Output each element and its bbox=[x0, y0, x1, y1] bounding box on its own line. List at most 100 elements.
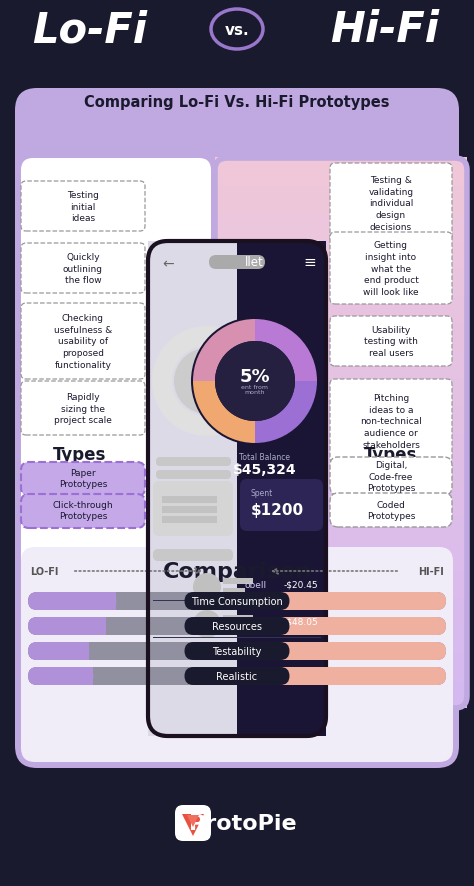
Text: ProtoPie: ProtoPie bbox=[189, 813, 297, 833]
Bar bbox=[215, 405, 467, 433]
Circle shape bbox=[215, 342, 295, 422]
Text: Getting
insight into
what the
end product
will look like: Getting insight into what the end produc… bbox=[363, 241, 419, 297]
Bar bbox=[215, 295, 467, 323]
Bar bbox=[215, 268, 467, 296]
Bar bbox=[223, 615, 253, 621]
Bar bbox=[215, 652, 467, 680]
FancyBboxPatch shape bbox=[28, 642, 446, 660]
Text: HI-FI: HI-FI bbox=[418, 566, 444, 577]
Text: Comparison: Comparison bbox=[163, 562, 311, 581]
Text: Time Consumption: Time Consumption bbox=[191, 596, 283, 606]
FancyBboxPatch shape bbox=[184, 642, 290, 660]
Text: Testing
initial
ideas: Testing initial ideas bbox=[67, 190, 99, 223]
Text: Checking
usefulness &
usability of
proposed
functionality: Checking usefulness & usability of propo… bbox=[54, 314, 112, 369]
FancyBboxPatch shape bbox=[21, 462, 145, 496]
Bar bbox=[215, 542, 467, 571]
FancyBboxPatch shape bbox=[28, 667, 93, 685]
Bar bbox=[97, 618, 106, 635]
Wedge shape bbox=[255, 320, 317, 382]
Wedge shape bbox=[255, 382, 317, 444]
Text: Testability: Testability bbox=[212, 646, 262, 657]
FancyBboxPatch shape bbox=[28, 667, 446, 685]
Text: Types: Types bbox=[365, 446, 418, 463]
Bar bbox=[215, 377, 467, 406]
FancyBboxPatch shape bbox=[21, 548, 453, 762]
FancyBboxPatch shape bbox=[28, 593, 446, 610]
Bar bbox=[259, 618, 268, 635]
FancyBboxPatch shape bbox=[274, 642, 446, 660]
Bar bbox=[84, 667, 93, 685]
Circle shape bbox=[174, 348, 240, 415]
Text: -$20.45: -$20.45 bbox=[283, 579, 318, 589]
FancyBboxPatch shape bbox=[330, 379, 452, 463]
FancyBboxPatch shape bbox=[156, 470, 231, 479]
FancyBboxPatch shape bbox=[148, 242, 326, 736]
FancyBboxPatch shape bbox=[21, 304, 145, 379]
FancyBboxPatch shape bbox=[259, 618, 446, 635]
Circle shape bbox=[193, 573, 221, 602]
FancyBboxPatch shape bbox=[330, 164, 452, 243]
Bar bbox=[265, 667, 274, 685]
Text: obell: obell bbox=[245, 579, 267, 589]
Bar bbox=[215, 515, 467, 543]
FancyBboxPatch shape bbox=[15, 89, 459, 768]
Bar bbox=[223, 626, 245, 630]
Text: Click-through
Prototypes: Click-through Prototypes bbox=[53, 501, 113, 520]
Circle shape bbox=[193, 610, 221, 638]
Wedge shape bbox=[193, 320, 255, 382]
Bar bbox=[215, 570, 467, 598]
Text: 5%: 5% bbox=[240, 368, 270, 385]
Text: Spent: Spent bbox=[251, 489, 273, 498]
FancyBboxPatch shape bbox=[21, 182, 145, 232]
FancyBboxPatch shape bbox=[175, 805, 211, 841]
Bar bbox=[215, 487, 467, 516]
Circle shape bbox=[172, 346, 242, 416]
Bar bbox=[162, 507, 217, 513]
Text: nino's: nino's bbox=[245, 617, 272, 626]
FancyBboxPatch shape bbox=[153, 481, 233, 536]
FancyBboxPatch shape bbox=[330, 233, 452, 305]
Text: Total Balance: Total Balance bbox=[239, 452, 291, 461]
Bar bbox=[215, 158, 467, 186]
Bar bbox=[215, 185, 467, 214]
Bar bbox=[215, 625, 467, 653]
Text: $1200: $1200 bbox=[251, 502, 304, 517]
Bar bbox=[153, 601, 321, 602]
Bar bbox=[215, 597, 467, 626]
Text: LO-FI: LO-FI bbox=[30, 566, 58, 577]
Bar bbox=[162, 496, 217, 503]
Bar bbox=[162, 517, 217, 524]
FancyBboxPatch shape bbox=[184, 593, 290, 610]
FancyBboxPatch shape bbox=[28, 618, 106, 635]
Text: Digital,
Code-free
Prototypes: Digital, Code-free Prototypes bbox=[367, 461, 415, 492]
Text: Coded
Prototypes: Coded Prototypes bbox=[367, 501, 415, 520]
Bar bbox=[274, 642, 283, 660]
Text: Paper
Prototypes: Paper Prototypes bbox=[59, 469, 107, 488]
Text: Hi-Fi: Hi-Fi bbox=[330, 9, 439, 51]
Bar bbox=[215, 159, 467, 509]
Bar bbox=[215, 323, 467, 351]
Bar bbox=[148, 242, 237, 736]
Text: Testing &
validating
individual
design
decisions: Testing & validating individual design d… bbox=[368, 175, 413, 232]
FancyBboxPatch shape bbox=[265, 667, 446, 685]
Text: Rapidly
sizing the
project scale: Rapidly sizing the project scale bbox=[54, 392, 112, 424]
FancyBboxPatch shape bbox=[28, 642, 89, 660]
FancyBboxPatch shape bbox=[209, 256, 265, 269]
Wedge shape bbox=[152, 327, 262, 437]
Text: ←: ← bbox=[162, 257, 173, 271]
Bar bbox=[215, 240, 467, 268]
Bar bbox=[223, 588, 245, 594]
FancyBboxPatch shape bbox=[21, 494, 145, 528]
FancyBboxPatch shape bbox=[330, 316, 452, 367]
Bar bbox=[215, 432, 467, 461]
FancyBboxPatch shape bbox=[330, 457, 452, 495]
FancyBboxPatch shape bbox=[21, 382, 145, 436]
Bar bbox=[108, 593, 117, 610]
FancyBboxPatch shape bbox=[156, 457, 231, 466]
Bar bbox=[215, 680, 467, 708]
FancyBboxPatch shape bbox=[21, 244, 145, 293]
Text: Resources: Resources bbox=[212, 621, 262, 632]
Bar bbox=[80, 642, 89, 660]
FancyBboxPatch shape bbox=[28, 618, 446, 635]
FancyBboxPatch shape bbox=[215, 159, 467, 708]
